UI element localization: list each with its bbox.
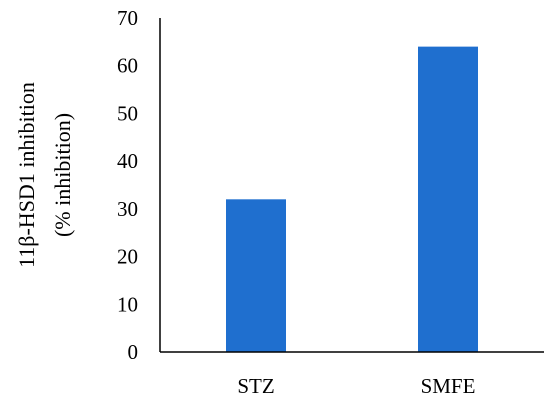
x-tick-label: STZ: [237, 374, 274, 398]
y-axis-title: 11β-HSD1 inhibition (% inhibition): [14, 82, 75, 268]
x-tick-label: SMFE: [421, 374, 476, 398]
axes: [159, 18, 544, 353]
y-tick-label: 10: [117, 292, 138, 316]
bars: [226, 46, 478, 352]
x-axis-tick-labels: STZ SMFE: [237, 374, 475, 398]
y-tick-label: 0: [128, 340, 139, 364]
y-axis-title-line-2: (% inhibition): [50, 113, 75, 237]
y-axis-title-line-1: 11β-HSD1 inhibition: [14, 82, 39, 268]
bar-smfe: [418, 46, 478, 352]
y-tick-label: 50: [117, 101, 138, 125]
y-tick-label: 20: [117, 245, 138, 269]
y-tick-label: 70: [117, 6, 138, 30]
y-tick-label: 60: [117, 54, 138, 78]
y-axis-tick-labels: 0 10 20 30 40 50 60 70: [117, 6, 138, 364]
y-tick-label: 40: [117, 149, 138, 173]
y-tick-label: 30: [117, 197, 138, 221]
bar-stz: [226, 199, 286, 352]
